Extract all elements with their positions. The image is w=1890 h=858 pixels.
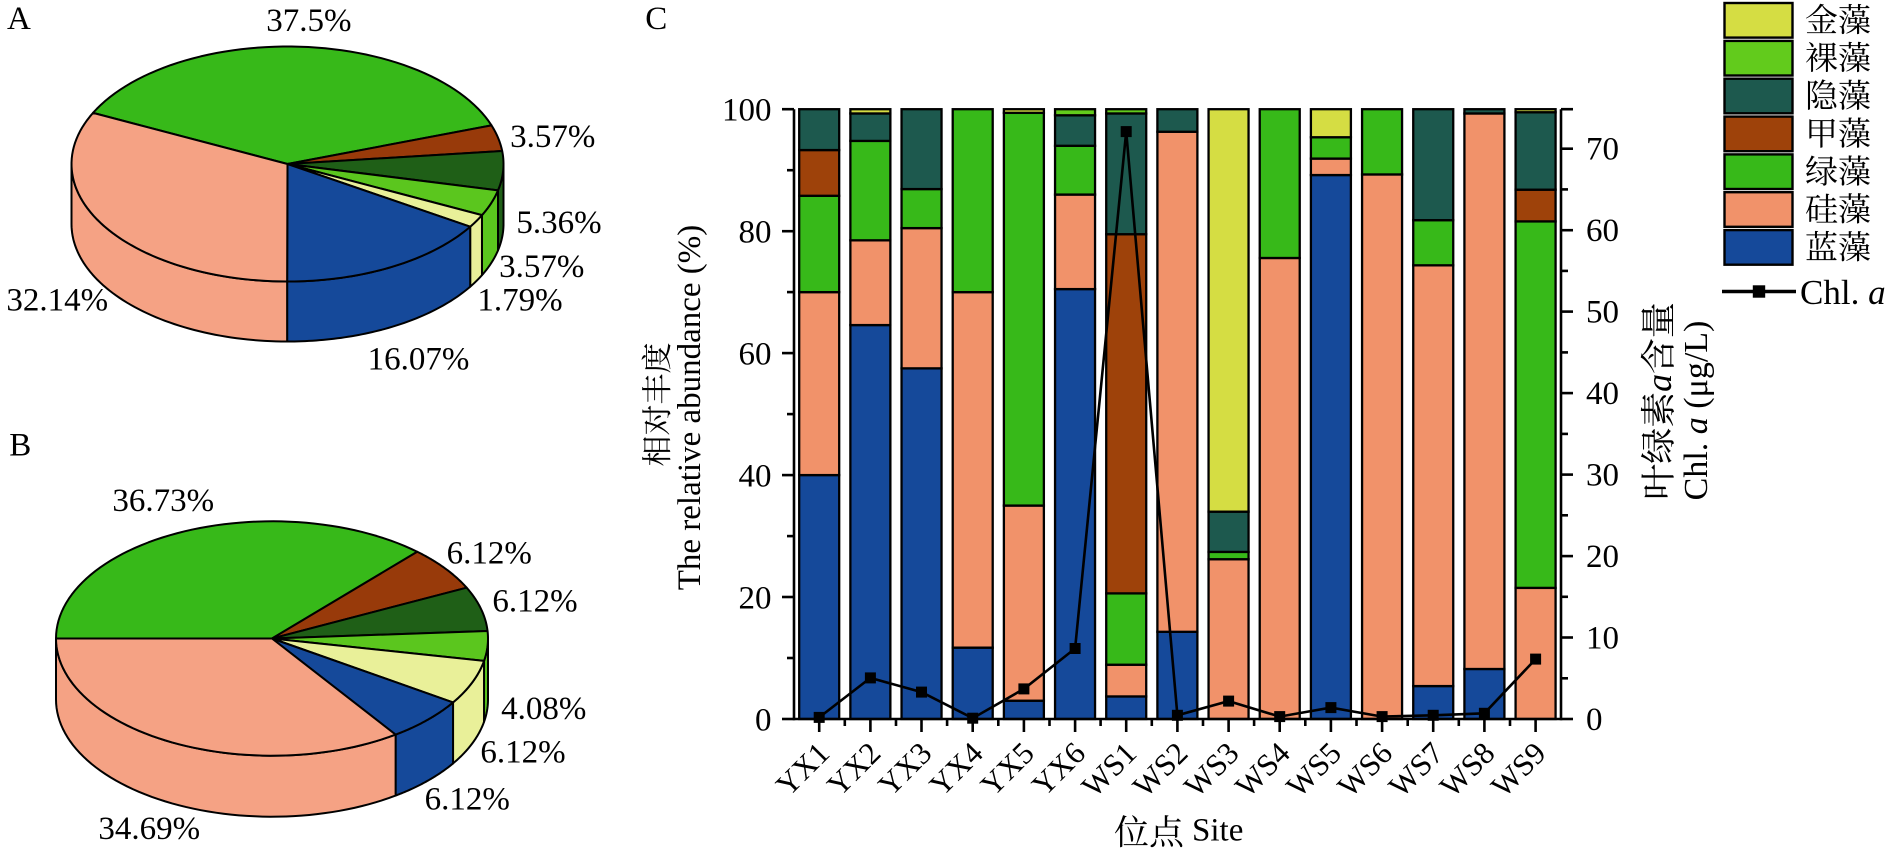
svg-text:Chl. a: Chl. a (1800, 273, 1886, 312)
svg-text:100: 100 (722, 93, 772, 129)
svg-text:16.07%: 16.07% (368, 342, 470, 378)
svg-text:70: 70 (1586, 132, 1619, 168)
svg-text:34.69%: 34.69% (98, 811, 200, 847)
svg-text:20: 20 (739, 580, 772, 616)
svg-text:50: 50 (1586, 295, 1619, 331)
svg-text:40: 40 (1586, 376, 1619, 412)
svg-text:40: 40 (739, 458, 772, 494)
svg-text:3.57%: 3.57% (499, 249, 584, 285)
svg-text:C: C (645, 1, 667, 37)
svg-text:The relative abundance (%): The relative abundance (%) (672, 225, 708, 591)
svg-text:80: 80 (739, 215, 772, 251)
svg-text:A: A (7, 1, 31, 37)
svg-text:36.73%: 36.73% (112, 483, 214, 519)
svg-text:37.5%: 37.5% (266, 3, 351, 39)
svg-text:B: B (9, 428, 31, 464)
svg-text:60: 60 (1586, 213, 1619, 249)
svg-text:10: 10 (1586, 621, 1619, 657)
svg-text:60: 60 (739, 336, 772, 372)
svg-text:Site: Site (1192, 813, 1243, 849)
svg-text:32.14%: 32.14% (6, 283, 108, 319)
svg-text:20: 20 (1586, 539, 1619, 575)
svg-text:Chl. a (μg/L): Chl. a (μg/L) (1678, 321, 1715, 501)
svg-text:4.08%: 4.08% (501, 691, 586, 727)
svg-text:1.79%: 1.79% (477, 283, 562, 319)
svg-text:6.12%: 6.12% (480, 735, 565, 771)
svg-text:0: 0 (1586, 702, 1603, 738)
svg-text:6.12%: 6.12% (425, 782, 510, 818)
svg-text:0: 0 (755, 702, 772, 738)
svg-text:a: a (1639, 374, 1679, 392)
svg-text:5.36%: 5.36% (516, 205, 601, 241)
svg-text:6.12%: 6.12% (447, 536, 532, 572)
svg-text:3.57%: 3.57% (510, 119, 595, 155)
svg-text:6.12%: 6.12% (492, 584, 577, 620)
svg-text:30: 30 (1586, 458, 1619, 494)
